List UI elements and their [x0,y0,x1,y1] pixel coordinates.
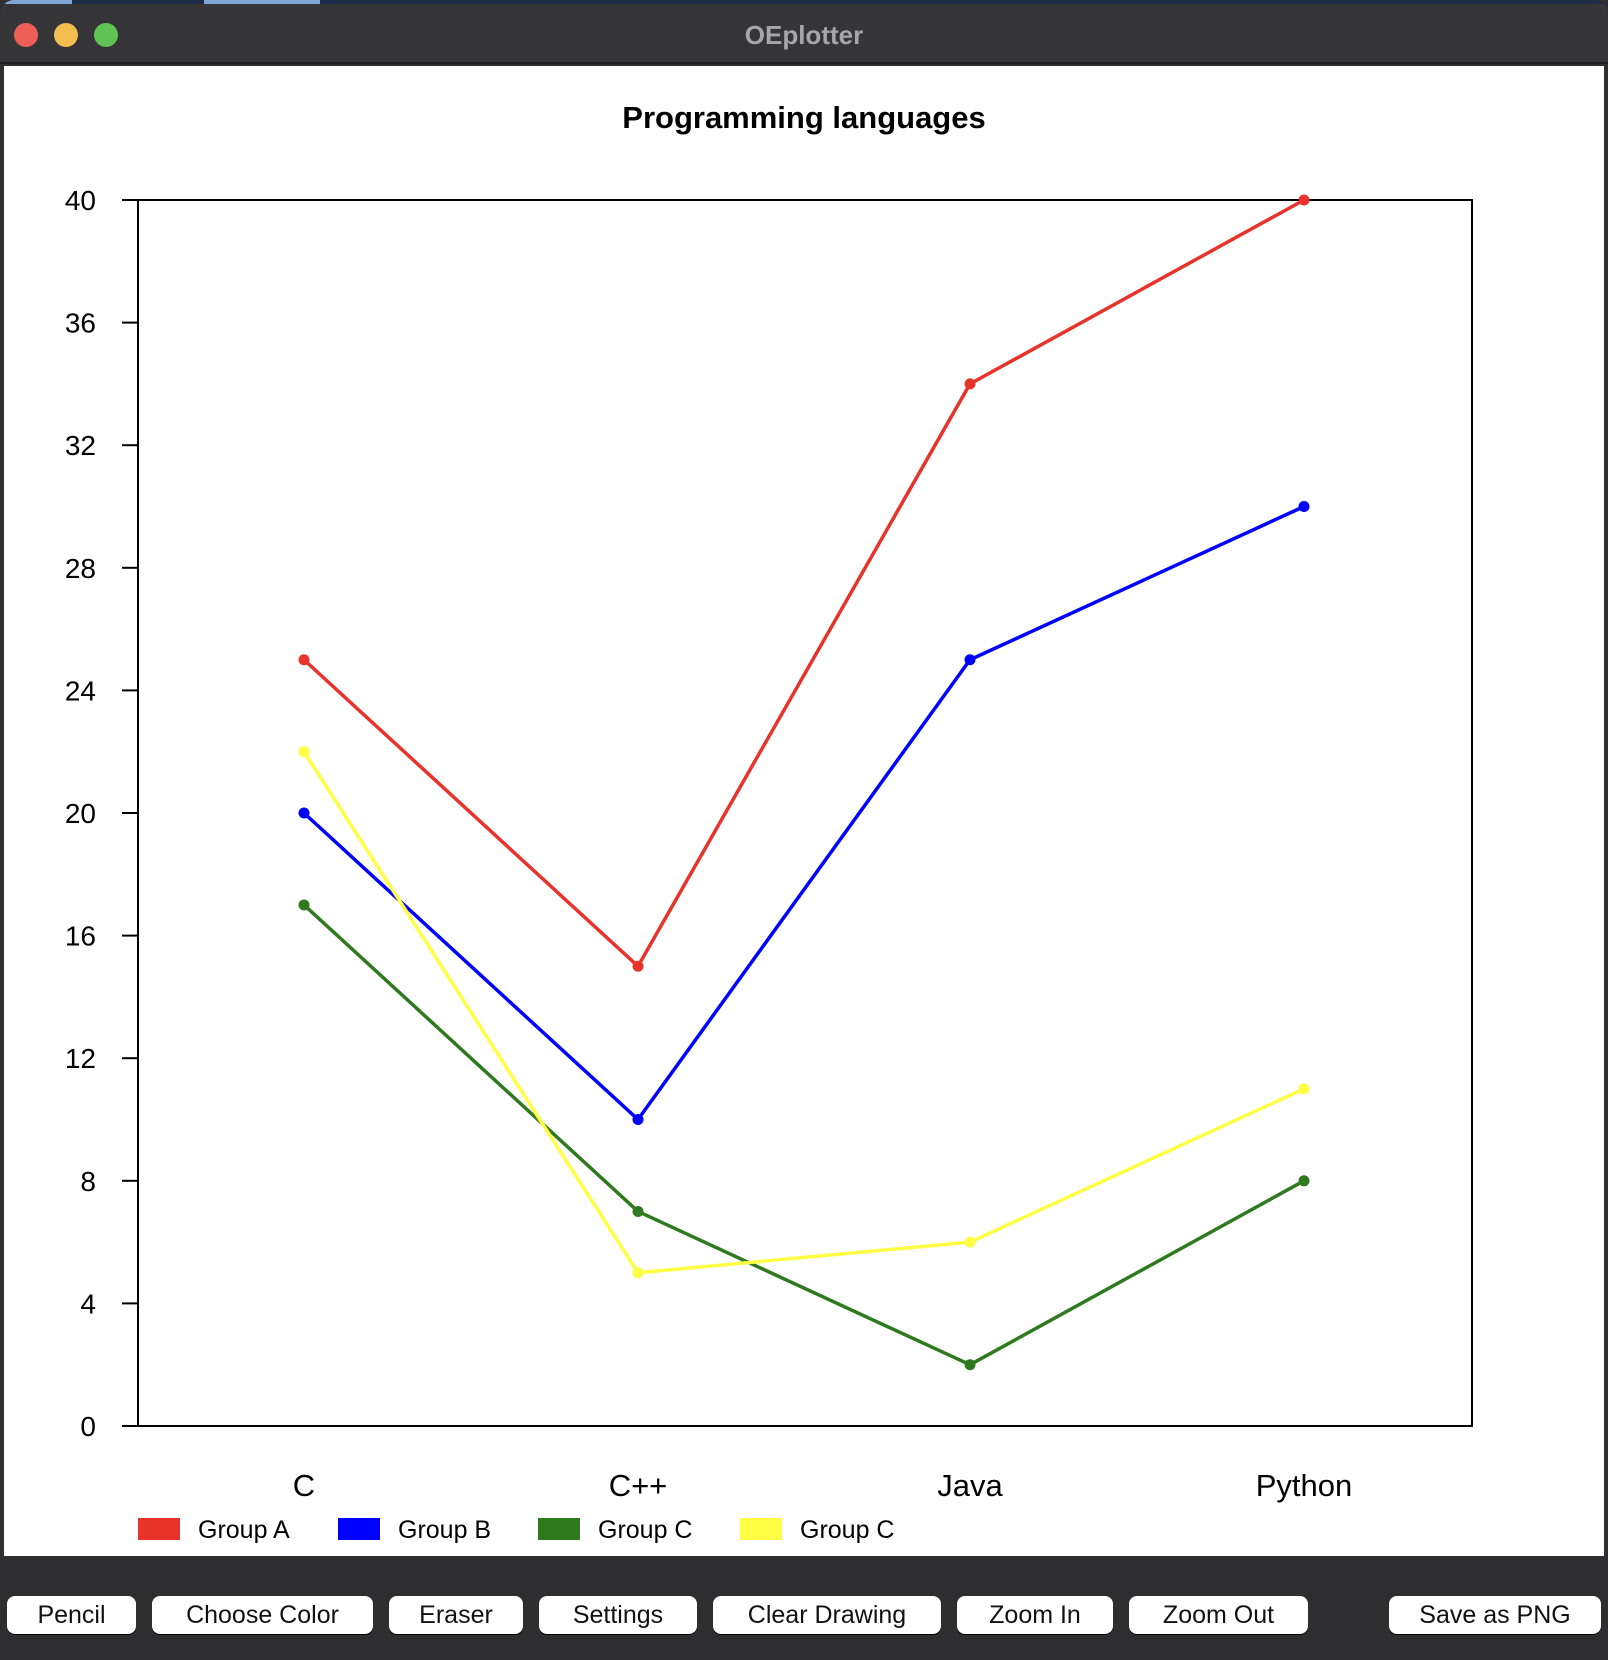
x-tick-label: Java [937,1468,1003,1503]
y-tick-label: 4 [80,1288,96,1319]
data-point [1298,501,1310,512]
y-tick-label: 0 [80,1411,96,1442]
plot-canvas[interactable]: Programming languages 0 4 8 12 16 20 24 28 32 36 40… [4,66,1604,1556]
window-title: OEplotter [744,20,864,50]
legend-swatch [138,1518,180,1540]
top-strip [0,0,1608,4]
legend-swatch [740,1518,782,1540]
data-point [632,960,644,972]
y-tick-label: 36 [65,308,96,339]
choose-color-button[interactable]: Choose Color [152,1596,373,1634]
close-window-button[interactable] [14,23,38,47]
y-tick-label: 16 [65,921,96,952]
y-tick-label: 8 [80,1166,96,1197]
zoom-in-button[interactable]: Zoom In [957,1596,1113,1634]
legend-label: Group C [598,1516,692,1544]
series-line [302,198,1305,968]
legend-label: Group A [198,1516,290,1544]
legend-swatch [338,1518,380,1540]
y-tick-label: 28 [65,553,96,584]
x-tick-label: C [293,1468,315,1503]
plot-frame [137,199,1473,1427]
y-tick-label: 12 [65,1043,96,1074]
data-point [964,378,976,390]
series-line [302,750,1305,1275]
data-point [298,654,310,666]
zoom-out-button[interactable]: Zoom Out [1129,1596,1308,1634]
title-bar: OEplotter [0,4,1608,64]
data-point [298,807,310,819]
data-point [1298,1175,1310,1187]
minimize-window-button[interactable] [54,23,78,47]
data-point [964,654,976,666]
clear-drawing-button[interactable]: Clear Drawing [713,1596,941,1634]
data-point [632,1205,644,1217]
eraser-button[interactable]: Eraser [389,1596,523,1634]
series-line [302,903,1305,1367]
series-line [302,504,1305,1122]
data-point [298,746,310,758]
data-point [632,1267,644,1279]
legend-label: Group C [800,1516,894,1544]
pencil-button[interactable]: Pencil [7,1596,136,1634]
x-tick-label: C++ [609,1468,668,1503]
toolbar: Pencil Choose Color Eraser Settings Clea… [0,1556,1608,1660]
y-tick-label: 40 [65,185,96,216]
save-as-png-button[interactable]: Save as PNG [1389,1596,1601,1634]
legend-label: Group B [398,1516,491,1544]
y-tick-label: 24 [65,675,96,706]
chart-title: Programming languages [622,100,985,135]
data-point [632,1114,644,1125]
line-chart: Programming languages 0 4 8 12 16 20 24 28 32 36 40… [65,100,1473,1544]
y-tick-label: 32 [65,430,96,461]
data-point [1298,1083,1310,1095]
data-point [1298,194,1310,206]
data-point [964,1236,976,1248]
y-tick-label: 20 [65,798,96,829]
data-point [964,1359,976,1371]
legend-swatch [538,1518,580,1540]
settings-button[interactable]: Settings [539,1596,697,1634]
data-point [298,899,310,911]
x-tick-label: Python [1256,1468,1353,1503]
maximize-window-button[interactable] [94,23,118,47]
